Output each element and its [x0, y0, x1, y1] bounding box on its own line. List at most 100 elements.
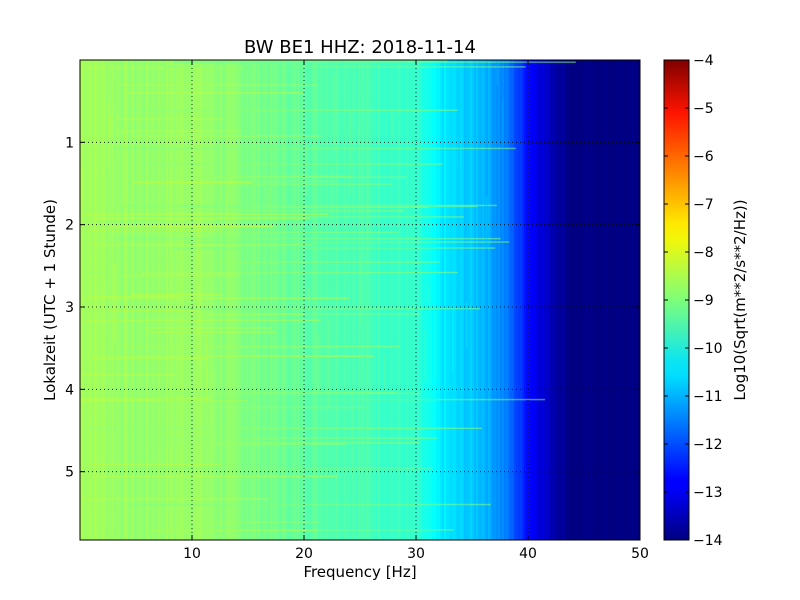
heatmap-column [384, 60, 387, 540]
heatmap-column [284, 60, 287, 540]
y-tick-label: 4 [65, 382, 74, 398]
heatmap-column [586, 60, 589, 540]
heatmap-column [356, 60, 359, 540]
heatmap-column [630, 60, 633, 540]
heatmap-column [170, 60, 173, 540]
heatmap-column [364, 60, 367, 540]
heatmap-column [628, 60, 631, 540]
heatmap-column [222, 60, 225, 540]
vertical-streak [124, 290, 127, 321]
heatmap-column [404, 60, 407, 540]
heatmap-column [228, 60, 231, 540]
x-axis-ticks: 10 20 30 40 50 [183, 60, 649, 562]
heatmap-column [86, 60, 89, 540]
heatmap-column [102, 60, 105, 540]
heatmap-column [610, 60, 613, 540]
heatmap-column [400, 60, 403, 540]
heatmap-column [546, 60, 549, 540]
horizontal-streak [89, 244, 224, 246]
heatmap-column [152, 60, 155, 540]
vertical-streak [192, 79, 195, 155]
horizontal-streak [85, 319, 321, 321]
horizontal-streak [89, 427, 482, 430]
heatmap-column [564, 60, 567, 540]
heatmap-column [200, 60, 203, 540]
horizontal-streak [130, 109, 458, 112]
colorbar-tick-label: −12 [693, 437, 723, 453]
heatmap-column [276, 60, 279, 540]
heatmap-column [84, 60, 87, 540]
heatmap-column [596, 60, 599, 540]
horizontal-streak [185, 313, 304, 315]
heatmap-column [432, 60, 435, 540]
heatmap-column [268, 60, 271, 540]
heatmap-column [336, 60, 339, 540]
heatmap-column [342, 60, 345, 540]
heatmap-column [120, 60, 123, 540]
heatmap-column [318, 60, 321, 540]
vertical-streak [485, 195, 488, 250]
vertical-streak [205, 332, 208, 405]
horizontal-streak [90, 295, 181, 298]
heatmap-column [190, 60, 193, 540]
heatmap-column [538, 60, 541, 540]
heatmap-column [434, 60, 437, 540]
heatmap-column [302, 60, 305, 540]
heatmap-column [346, 60, 349, 540]
horizontal-streak [178, 205, 478, 208]
x-tick-label: 20 [295, 546, 313, 562]
horizontal-streak [177, 521, 320, 523]
heatmap-column [584, 60, 587, 540]
heatmap-column [536, 60, 539, 540]
horizontal-streak [130, 503, 491, 506]
x-tick-label: 50 [631, 546, 649, 562]
horizontal-streak [134, 135, 321, 137]
heatmap-column [422, 60, 425, 540]
heatmap-column [196, 60, 199, 540]
heatmap-column [428, 60, 431, 540]
heatmap-column [246, 60, 249, 540]
horizontal-streak [102, 392, 421, 395]
horizontal-streak [123, 204, 497, 207]
heatmap-column [398, 60, 401, 540]
heatmap-column [516, 60, 519, 540]
heatmap-column [226, 60, 229, 540]
heatmap-column [552, 60, 555, 540]
vertical-streak [432, 390, 435, 464]
heatmap-column [328, 60, 331, 540]
horizontal-streak [150, 406, 365, 409]
heatmap-column [608, 60, 611, 540]
heatmap-column [614, 60, 617, 540]
vertical-streak [137, 100, 139, 180]
heatmap-column [132, 60, 135, 540]
heatmap-column [208, 60, 211, 540]
colorbar-tick-label: −8 [693, 245, 714, 261]
heatmap-column [194, 60, 197, 540]
heatmap-column [618, 60, 621, 540]
heatmap-column [80, 60, 83, 540]
horizontal-streak [112, 147, 516, 150]
heatmap-column [98, 60, 101, 540]
heatmap-column [90, 60, 93, 540]
heatmap-column [140, 60, 143, 540]
heatmap-column [390, 60, 393, 540]
vertical-streak [328, 319, 330, 408]
heatmap-column [394, 60, 397, 540]
heatmap-column [314, 60, 317, 540]
heatmap-column [540, 60, 543, 540]
horizontal-streak [162, 231, 399, 234]
horizontal-streak [116, 118, 224, 121]
heatmap-column [212, 60, 215, 540]
heatmap-column [486, 60, 489, 540]
colorbar-tick-label: −13 [693, 485, 723, 501]
vertical-streak [267, 187, 270, 215]
heatmap-column [498, 60, 501, 540]
heatmap-column [600, 60, 603, 540]
heatmap-column [620, 60, 623, 540]
heatmap-column [514, 60, 517, 540]
heatmap-column [376, 60, 379, 540]
heatmap-column [148, 60, 151, 540]
heatmap-column [96, 60, 99, 540]
heatmap-column [224, 60, 227, 540]
heatmap-column [414, 60, 417, 540]
